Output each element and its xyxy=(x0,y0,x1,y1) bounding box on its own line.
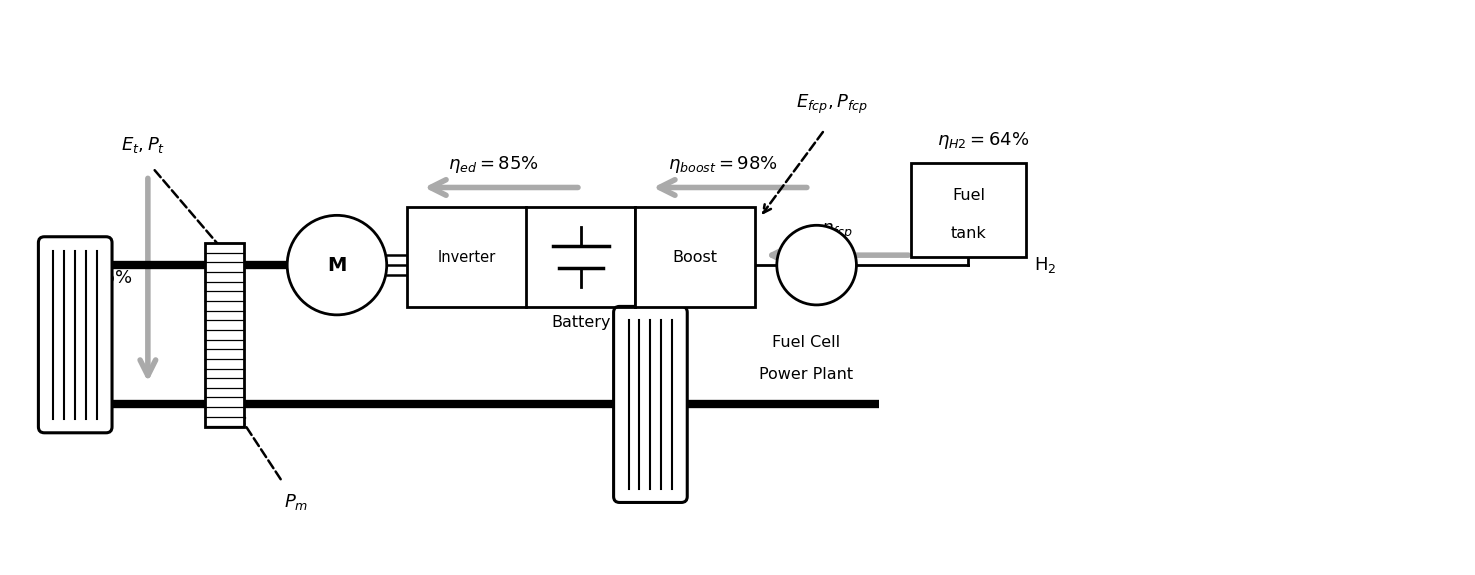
Text: $\eta_{fcp}$: $\eta_{fcp}$ xyxy=(822,222,853,242)
Text: $P_m$: $P_m$ xyxy=(285,492,308,512)
Text: Battery: Battery xyxy=(552,315,611,330)
Text: Fuel Cell: Fuel Cell xyxy=(771,335,839,350)
Text: $E_t, P_t$: $E_t, P_t$ xyxy=(121,135,165,155)
Circle shape xyxy=(777,225,857,305)
Circle shape xyxy=(288,216,386,315)
FancyBboxPatch shape xyxy=(614,306,687,503)
Text: Power Plant: Power Plant xyxy=(758,367,853,382)
Bar xyxy=(205,243,245,427)
Text: $\eta_{H2}=64\%$: $\eta_{H2}=64\%$ xyxy=(937,130,1030,151)
Text: $\eta_g=95\%$: $\eta_g=95\%$ xyxy=(50,269,133,292)
Text: $E_{fcp}, P_{fcp}$: $E_{fcp}, P_{fcp}$ xyxy=(796,93,869,116)
FancyBboxPatch shape xyxy=(38,237,112,433)
Text: $\eta_{ed}=85\%$: $\eta_{ed}=85\%$ xyxy=(448,154,538,175)
Bar xyxy=(407,208,527,307)
Bar xyxy=(912,163,1025,257)
Text: $\eta_{boost}=98\%$: $\eta_{boost}=98\%$ xyxy=(668,154,777,175)
Text: Inverter: Inverter xyxy=(437,250,496,264)
Text: M: M xyxy=(327,256,347,275)
Text: tank: tank xyxy=(950,226,987,241)
Text: Boost: Boost xyxy=(673,250,718,264)
Text: H$_2$: H$_2$ xyxy=(1034,255,1056,275)
Bar xyxy=(636,208,755,307)
Text: Fuel: Fuel xyxy=(951,188,985,203)
